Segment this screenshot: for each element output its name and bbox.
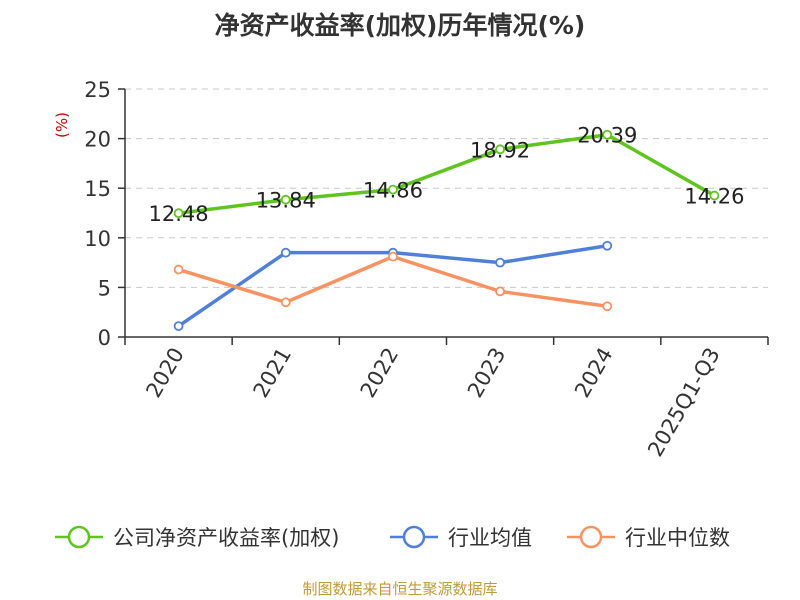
data-label: 13.84 bbox=[256, 189, 316, 213]
series-group: 12.48 13.84 14.86 18.92 20.39 14.26 bbox=[149, 124, 744, 331]
data-point bbox=[495, 144, 505, 155]
y-tick-label: 5 bbox=[98, 276, 111, 300]
y-axis-label: (%) bbox=[53, 112, 71, 138]
legend: 公司净资产收益率(加权) 行业均值 行业中位数 bbox=[55, 525, 730, 550]
y-tick-label: 15 bbox=[84, 177, 111, 201]
chart-title: 净资产收益率(加权)历年情况(%) bbox=[214, 11, 586, 40]
legend-marker bbox=[402, 525, 426, 549]
data-point bbox=[173, 264, 184, 275]
data-point bbox=[280, 194, 291, 205]
x-tick-label: 2023 bbox=[463, 344, 511, 402]
x-tick-label: 2025Q1-Q3 bbox=[643, 344, 725, 461]
data-point bbox=[388, 184, 398, 195]
data-point bbox=[280, 297, 291, 308]
data-point bbox=[280, 247, 291, 258]
legend-marker bbox=[67, 525, 91, 549]
legend-marker bbox=[579, 525, 603, 549]
data-point bbox=[602, 240, 613, 251]
x-tick-label: 2020 bbox=[141, 344, 189, 402]
axes: 0 5 10 15 20 25 2020 2021 2022 2023 2024 2025Q1-Q3 bbox=[84, 78, 769, 461]
x-tick-label: 2024 bbox=[570, 344, 618, 402]
data-point bbox=[602, 129, 613, 140]
x-tick-label: 2021 bbox=[249, 344, 297, 402]
data-point bbox=[388, 251, 398, 262]
y-tick-label: 0 bbox=[98, 326, 111, 350]
data-label: 12.48 bbox=[149, 202, 209, 226]
data-point bbox=[495, 286, 505, 297]
data-label: 14.26 bbox=[684, 185, 744, 209]
data-label: 14.86 bbox=[363, 179, 423, 203]
y-tick-label: 20 bbox=[84, 128, 111, 152]
source-note: 制图数据来自恒生聚源数据库 bbox=[302, 580, 498, 598]
y-tick-label: 25 bbox=[84, 78, 111, 102]
data-point bbox=[495, 257, 505, 268]
grid-lines bbox=[125, 88, 768, 288]
data-label: 20.39 bbox=[577, 124, 637, 148]
data-point bbox=[709, 190, 720, 201]
data-point bbox=[173, 321, 184, 331]
data-point bbox=[602, 301, 613, 312]
y-tick-label: 10 bbox=[84, 227, 111, 251]
x-tick-label: 2022 bbox=[356, 344, 404, 402]
legend-label: 行业中位数 bbox=[625, 526, 730, 550]
data-point bbox=[173, 208, 184, 219]
legend-label: 行业均值 bbox=[448, 526, 532, 550]
series-line bbox=[178, 132, 716, 215]
data-label: 18.92 bbox=[470, 138, 530, 162]
legend-label: 公司净资产收益率(加权) bbox=[113, 526, 339, 550]
